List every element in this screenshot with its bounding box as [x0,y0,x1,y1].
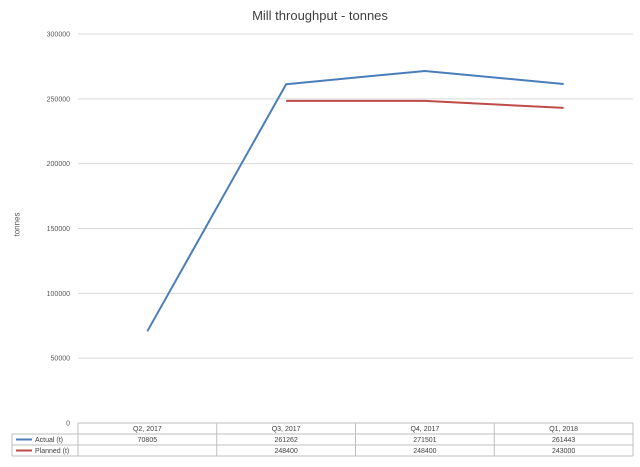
y-tick-label: 200000 [47,161,70,168]
y-tick-label: 100000 [47,291,70,298]
data-table-value: 248400 [274,448,297,455]
legend-label: Planned (t) [35,448,69,455]
y-tick-label: 250000 [47,96,70,103]
x-category-label: Q3, 2017 [272,426,301,433]
chart-title: Mill throughput - tonnes [252,8,388,23]
data-table-value: 70805 [138,437,158,444]
x-category-label: Q1, 2018 [549,426,578,433]
series-line [286,99,564,109]
y-tick-label: 300000 [47,32,70,39]
x-category-label: Q4, 2017 [410,426,439,433]
y-tick-label: 0 [66,421,70,428]
data-table-value: 261262 [274,437,297,444]
data-table-value: 271501 [413,437,436,444]
data-table-value: 243000 [552,448,575,455]
y-tick-label: 50000 [51,356,71,363]
data-table-value: 248400 [413,448,436,455]
legend-label: Actual (t) [35,437,63,444]
x-category-label: Q2, 2017 [133,426,162,433]
y-tick-label: 150000 [47,226,70,233]
data-table-value: 261443 [552,437,575,444]
series-line [146,69,564,332]
